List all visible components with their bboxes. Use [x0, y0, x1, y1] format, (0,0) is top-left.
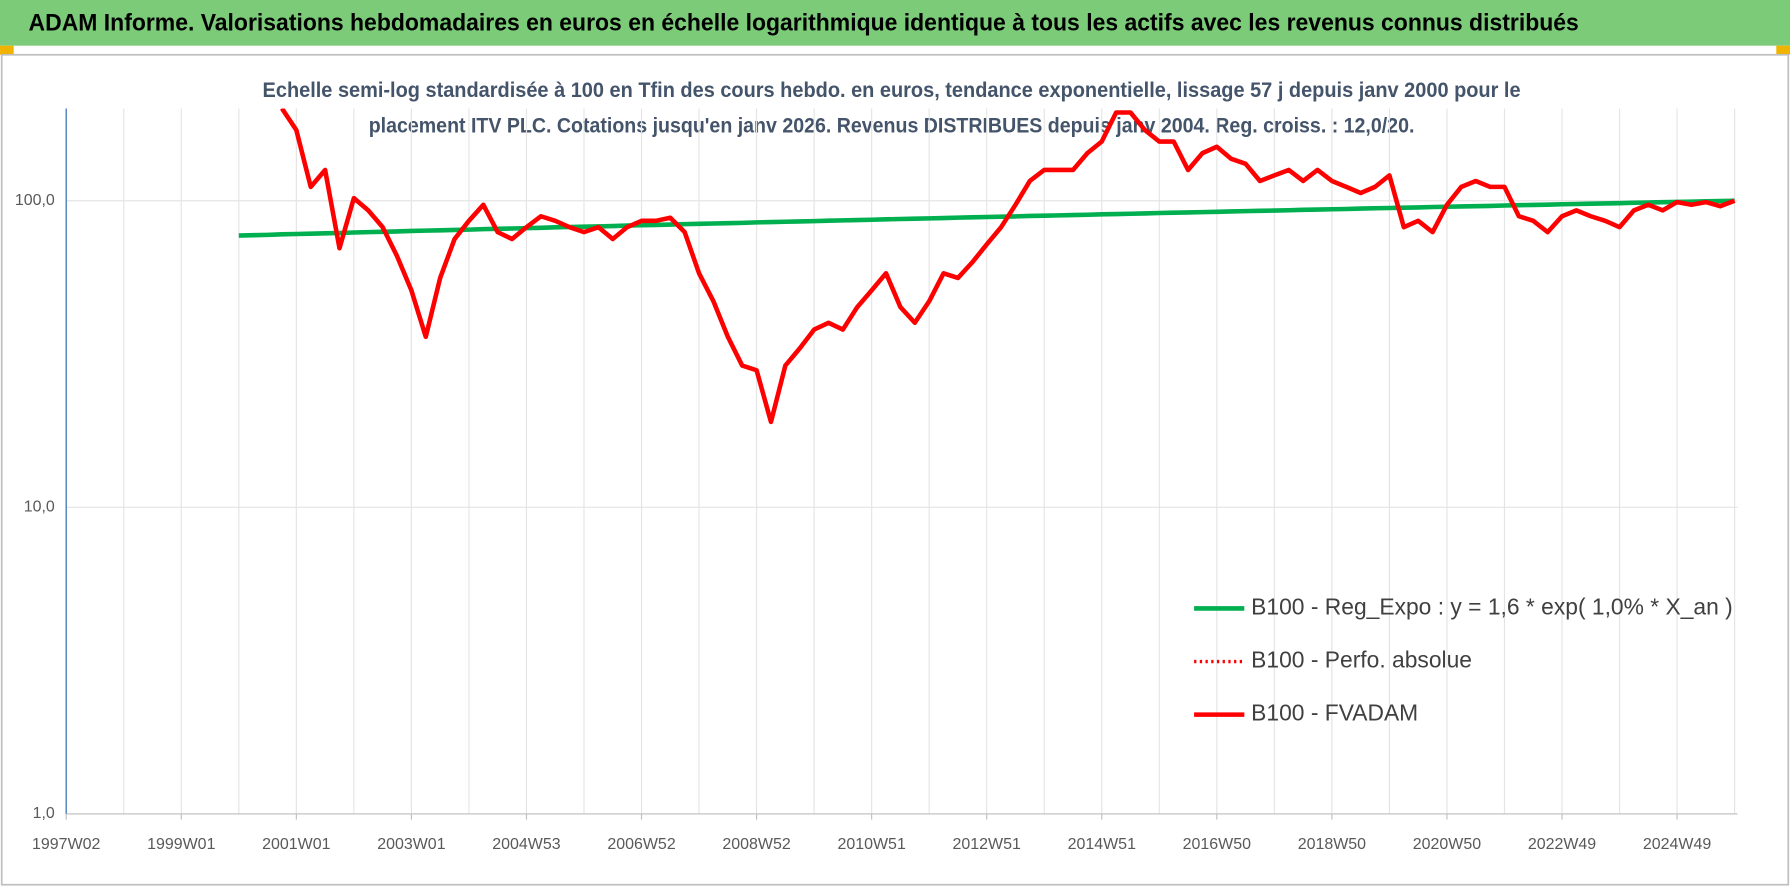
legend-label: B100 - Reg_Expo : y = 1,6 * exp( 1,0% * … — [1251, 593, 1733, 619]
plot-area — [238, 108, 1736, 425]
grid — [65, 108, 1738, 815]
y-tick-label: 100,0 — [15, 192, 55, 209]
y-tick-label: 10,0 — [24, 499, 55, 516]
x-tick-label: 2003W01 — [377, 836, 445, 853]
x-tick-label: 2014W51 — [1068, 836, 1136, 853]
axes: 1,0 10,0 100,0 1997W02 1999W01 2001W01 2003W01… — [15, 108, 1738, 853]
corner-mark — [1776, 45, 1790, 55]
series-line — [280, 108, 1736, 424]
series-line — [280, 108, 1736, 425]
chart-subtitle: placement ITV PLC. Cotations jusqu'en ja… — [369, 112, 1415, 137]
x-tick-label: 2016W50 — [1183, 836, 1251, 853]
corner-mark — [0, 45, 14, 55]
legend-label: B100 - FVADAM — [1251, 700, 1418, 726]
series-line — [238, 198, 1735, 238]
chart-border — [0, 53, 1790, 886]
x-tick-label: 2006W52 — [607, 836, 675, 853]
x-tick-label: 2022W49 — [1528, 836, 1596, 853]
x-tick-label: 2004W53 — [492, 836, 560, 853]
legend-label: B100 - Perfo. absolue — [1251, 647, 1472, 673]
chart-title: ADAM Informe. Valorisations hebdomadaire… — [29, 9, 1579, 36]
x-tick-label: 2012W51 — [953, 836, 1021, 853]
x-tick-label: 2010W51 — [837, 836, 905, 853]
x-tick-label: 2008W52 — [722, 836, 790, 853]
x-tick-label: 2024W49 — [1643, 836, 1711, 853]
chart-subtitle: Echelle semi-log standardisée à 100 en T… — [263, 77, 1521, 102]
y-tick-label: 1,0 — [33, 805, 55, 822]
header-bar — [0, 0, 1790, 46]
x-tick-label: 1999W01 — [147, 836, 215, 853]
x-tick-label: 1997W02 — [32, 836, 100, 853]
x-tick-label: 2020W50 — [1413, 836, 1481, 853]
x-tick-label: 2001W01 — [262, 836, 330, 853]
x-tick-label: 2018W50 — [1298, 836, 1366, 853]
